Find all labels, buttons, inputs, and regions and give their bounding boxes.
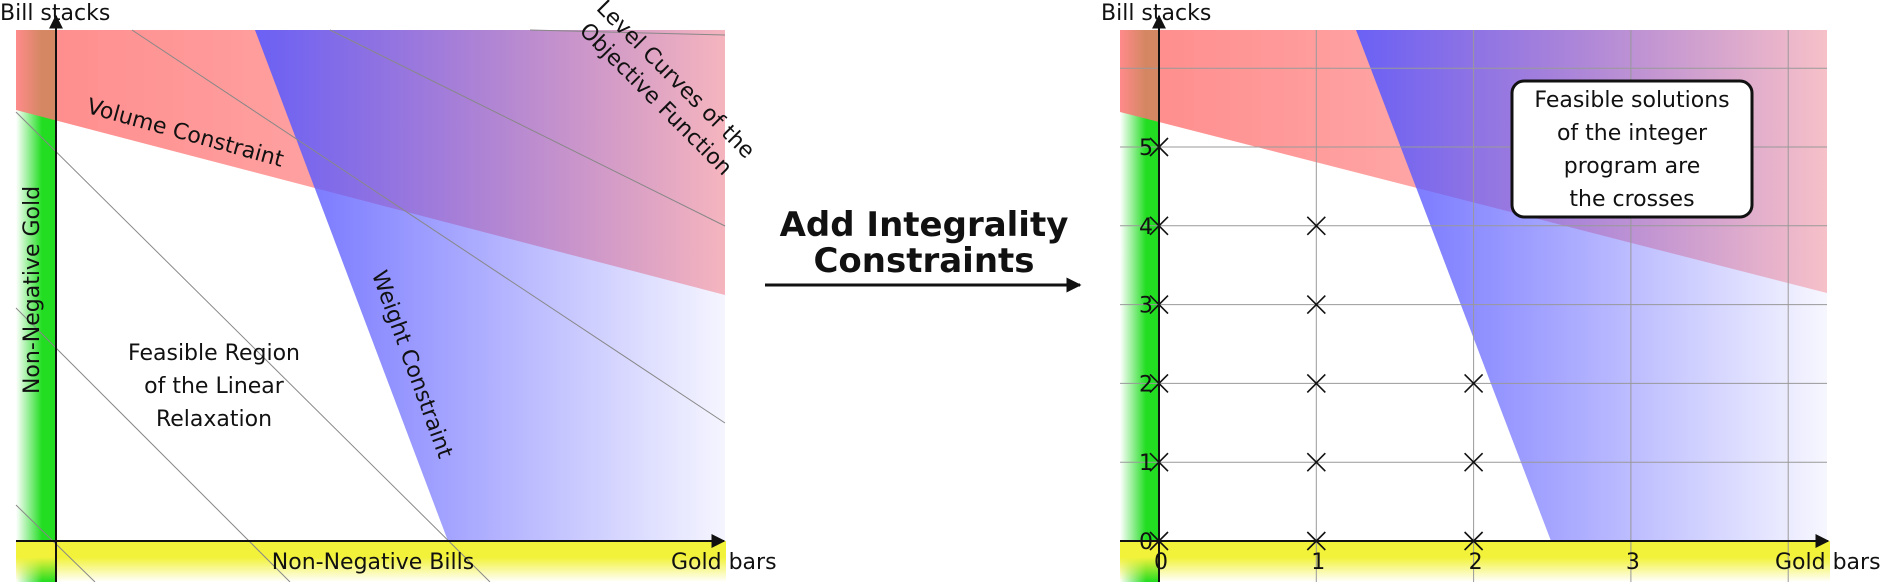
x-tick-label: 3 xyxy=(1626,550,1640,575)
right-panel: 0 1 2 3 0 1 2 3 4 5 Bill stacks Gold bars Feasibl… xyxy=(1101,1,1881,582)
non-negative-bills-band xyxy=(16,541,726,582)
integer-feasible-callout: Feasible solutions of the integer progra… xyxy=(1510,79,1754,219)
feasible-region-label-line-2: of the Linear xyxy=(144,374,285,399)
integer-point-cross xyxy=(1306,373,1326,393)
y-tick-label: 4 xyxy=(1139,215,1153,240)
cross-stroke xyxy=(1306,531,1326,551)
transition-arrow: Add Integrality Constraints xyxy=(765,205,1082,293)
left-y-axis-label: Bill stacks xyxy=(0,1,110,26)
integer-point-cross xyxy=(1306,452,1326,472)
right-grid xyxy=(1120,30,1827,582)
y-tick-label: 5 xyxy=(1139,136,1153,161)
x-tick-label: 1 xyxy=(1311,550,1325,575)
left-level-curves xyxy=(15,29,726,582)
x-tick-label: 2 xyxy=(1469,550,1483,575)
cross-stroke xyxy=(1464,452,1484,472)
left-x-axis-label: Gold bars xyxy=(671,550,777,575)
integer-point-cross xyxy=(1149,373,1169,393)
arrow-label-line-1: Add Integrality xyxy=(780,205,1069,245)
non-negative-gold-label: Non-Negative Gold xyxy=(20,186,45,394)
integer-point-cross xyxy=(1464,452,1484,472)
non-negative-gold-band xyxy=(16,30,56,582)
callout-line-2: of the integer xyxy=(1557,121,1708,146)
integer-point-cross xyxy=(1149,216,1169,236)
integer-point-cross xyxy=(1464,531,1484,551)
feasible-region-label: Feasible Region of the Linear Relaxation xyxy=(128,341,300,432)
cross-stroke xyxy=(1149,216,1169,236)
integer-point-cross xyxy=(1306,531,1326,551)
cross-stroke xyxy=(1149,452,1169,472)
cross-stroke xyxy=(1306,452,1326,472)
left-axes xyxy=(16,14,726,582)
integer-point-cross xyxy=(1306,216,1326,236)
callout-line-3: program are xyxy=(1564,154,1700,179)
left-axis-bands xyxy=(16,30,726,582)
level-curve xyxy=(15,307,291,582)
integer-point-cross xyxy=(1149,531,1169,551)
integer-points xyxy=(1149,137,1484,551)
y-tick-label: 2 xyxy=(1139,372,1153,397)
integer-point-cross xyxy=(1306,295,1326,315)
left-panel: Bill stacks Gold bars Volume Constraint … xyxy=(0,0,777,582)
integer-point-cross xyxy=(1464,373,1484,393)
right-non-negative-gold-band xyxy=(1120,30,1160,582)
level-curve xyxy=(529,29,726,36)
non-negative-bills-label: Non-Negative Bills xyxy=(272,550,474,575)
cross-stroke xyxy=(1149,373,1169,393)
y-tick-label: 3 xyxy=(1139,294,1153,319)
feasible-region-label-line-3: Relaxation xyxy=(156,407,272,432)
feasible-region-label-line-1: Feasible Region xyxy=(128,341,300,366)
weight-constraint-region xyxy=(255,30,725,541)
y-tick-label: 1 xyxy=(1139,451,1153,476)
integer-point-cross xyxy=(1149,452,1169,472)
integer-point-cross xyxy=(1149,295,1169,315)
cross-stroke xyxy=(1149,295,1169,315)
cross-stroke xyxy=(1464,531,1484,551)
x-tick-label: 0 xyxy=(1154,550,1168,575)
level-curve xyxy=(329,29,726,227)
callout-line-4: the crosses xyxy=(1569,187,1694,212)
cross-stroke xyxy=(1149,531,1169,551)
level-curve xyxy=(131,29,726,424)
level-curve xyxy=(15,111,491,582)
integer-point-cross xyxy=(1149,137,1169,157)
cross-stroke xyxy=(1306,216,1326,236)
cross-stroke xyxy=(1149,137,1169,157)
right-non-negative-bills-band xyxy=(1120,541,1830,582)
right-tick-labels: 0 1 2 3 0 1 2 3 4 5 xyxy=(1139,136,1640,575)
callout-line-1: Feasible solutions xyxy=(1534,88,1729,113)
arrow-label-line-2: Constraints xyxy=(813,241,1034,281)
cross-stroke xyxy=(1306,373,1326,393)
cross-stroke xyxy=(1464,373,1484,393)
y-tick-label: 0 xyxy=(1139,530,1153,555)
right-x-axis-label: Gold bars xyxy=(1775,550,1881,575)
right-y-axis-label: Bill stacks xyxy=(1101,1,1211,26)
cross-stroke xyxy=(1306,295,1326,315)
callout-box xyxy=(1510,79,1754,219)
